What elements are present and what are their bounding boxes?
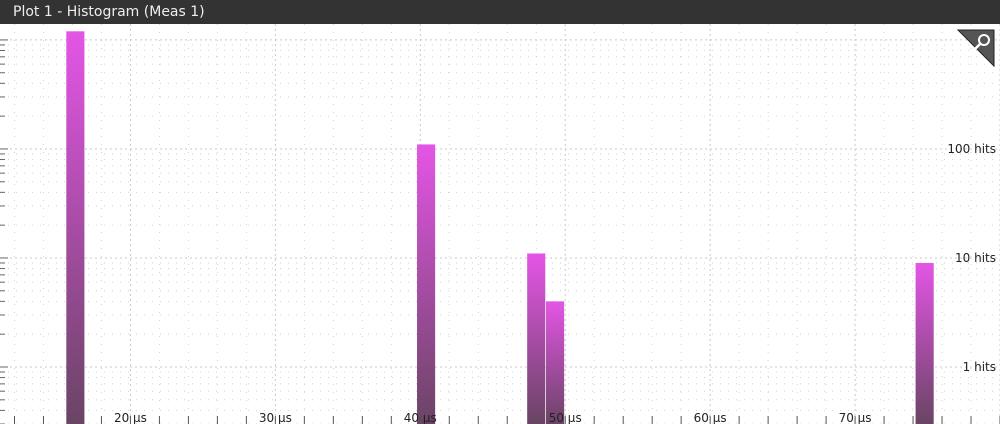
histogram-bar-0 — [66, 31, 85, 424]
x-tick-label: 20 µs — [114, 411, 147, 424]
y-tick-label: 100 hits — [947, 142, 996, 156]
histogram-bar-4 — [915, 262, 934, 424]
axis-labels: 20 µs 30 µs 40 µs 50 µs 60 µs 70 µs 100 hits 10… — [114, 142, 996, 424]
x-tick-label: 40 µs — [404, 411, 437, 424]
x-tick-label: 70 µs — [839, 411, 872, 424]
plot-title-bar: Plot 1 - Histogram (Meas 1) — [0, 0, 1000, 24]
axis-ticks — [13, 416, 1000, 424]
histogram-chart[interactable]: 20 µs 30 µs 40 µs 50 µs 60 µs 70 µs 100 hits 10… — [0, 24, 1000, 424]
histogram-bar-1 — [417, 144, 436, 424]
histogram-plot-area[interactable]: 20 µs 30 µs 40 µs 50 µs 60 µs 70 µs 100 hits 10… — [0, 24, 1000, 424]
grid-lines — [0, 24, 1000, 424]
histogram-bar-2 — [527, 253, 546, 424]
y-tick-label: 1 hits — [963, 360, 996, 374]
y-tick-label: 10 hits — [955, 251, 996, 265]
histogram-bars — [66, 31, 934, 424]
x-tick-label: 30 µs — [259, 411, 292, 424]
x-tick-label: 50 µs — [549, 411, 582, 424]
x-tick-label: 60 µs — [694, 411, 727, 424]
magnifier-icon[interactable] — [956, 29, 995, 68]
plot-title: Plot 1 - Histogram (Meas 1) — [13, 4, 205, 20]
histogram-bar-3 — [546, 301, 565, 424]
